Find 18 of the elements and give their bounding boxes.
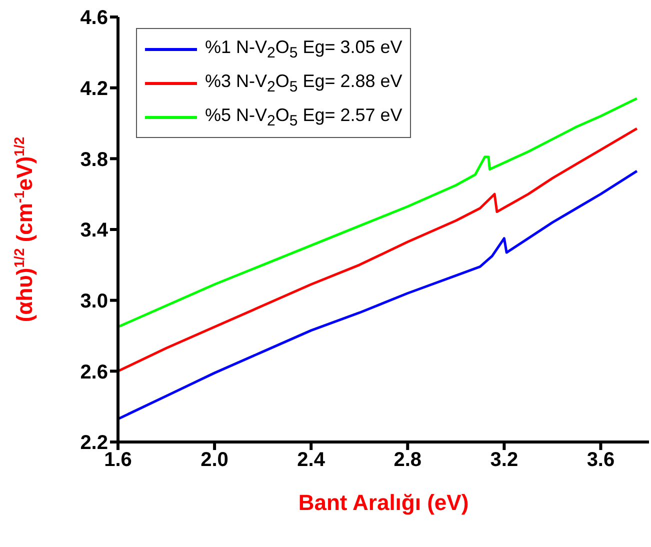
y-tick-label: 2.6 (80, 361, 108, 384)
line-series (118, 127, 638, 372)
x-tick-label: 3.6 (586, 449, 615, 472)
line-series (118, 170, 638, 420)
x-tick-label: 3.2 (490, 449, 518, 472)
y-tick-label: 3.4 (80, 220, 109, 242)
y-tick-label: 4.2 (80, 78, 108, 100)
y-tick-label: 4.6 (80, 7, 108, 30)
x-tick-label: 2.8 (394, 449, 422, 472)
x-tick-label: 2.0 (200, 449, 228, 472)
x-axis-title: Bant Aralığı (eV) (298, 490, 469, 515)
legend-label: %1 N-V$_{2}$O$_{5}$ Eg= 3.05 eV (205, 36, 402, 62)
legend-label: %3 N-V$_{2}$O$_{5}$ Eg= 2.88 eV (205, 70, 402, 96)
x-tick-label: 2.4 (297, 449, 326, 472)
y-tick-label: 3.0 (80, 290, 108, 312)
legend-label: %5 N-V$_{2}$O$_{5}$ Eg= 2.57 eV (205, 104, 402, 130)
line-series (118, 97, 638, 328)
y-tick-label: 3.8 (80, 148, 108, 171)
